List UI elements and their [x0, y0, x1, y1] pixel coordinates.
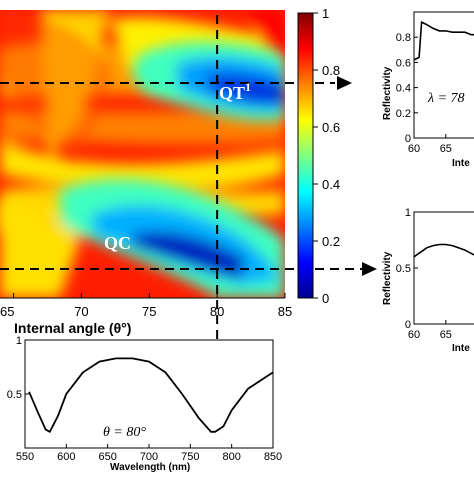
- colorbar-tick-label: 0.4: [322, 177, 340, 192]
- y-tick-label: 0: [405, 319, 411, 331]
- x-tick-label: 65: [440, 143, 452, 155]
- bottom-series-line: [28, 357, 274, 434]
- heatmap-x-tick-label: 80: [210, 304, 224, 319]
- colorbar-fill: [297, 12, 314, 299]
- y-tick-label: 0.5: [396, 263, 411, 275]
- y-tick-label: 1: [405, 207, 411, 219]
- heatmap-x-tick-label: 65: [0, 304, 14, 319]
- heatmap-x-tick-label: 70: [74, 304, 88, 319]
- guide-arrow-lower: [362, 262, 377, 276]
- bottom-xlabel: Wavelength (nm): [110, 462, 190, 473]
- annotation-qt1: QT1: [219, 80, 251, 103]
- x-tick-label: 60: [408, 329, 420, 341]
- right-top-series-line: [413, 20, 474, 61]
- right-top-ylabel: Reflectivity: [382, 66, 393, 120]
- heatmap-panel: 65 70 75 80 85 Internal angle (θ°) QT1 QC: [0, 10, 377, 372]
- colorbar-tick-label: 0.2: [322, 234, 340, 249]
- heatmap-x-axis: 65 70 75 80 85 Internal angle (θ°): [0, 293, 292, 336]
- y-tick-label: 0: [405, 133, 411, 145]
- right-bottom-plot: 60 65 0 0.5 1 Reflectivity Inte: [382, 207, 474, 354]
- right-bottom-xlabel: Inte: [452, 343, 470, 354]
- guide-arrow-upper: [337, 76, 352, 90]
- y-tick-label: 0.4: [396, 83, 411, 95]
- y-tick-label: 0.8: [396, 32, 411, 44]
- x-tick-label: 850: [264, 451, 282, 463]
- x-tick-label: 60: [408, 143, 420, 155]
- bottom-annotation: θ = 80°: [103, 425, 146, 440]
- right-top-xlabel: Inte: [452, 158, 470, 169]
- right-top-plot: 60 65 0 0.2 0.4 0.6 0.8 Reflectivity Inte λ = …: [382, 11, 474, 169]
- x-tick-label: 800: [222, 451, 240, 463]
- right-top-annotation: λ = 78: [427, 91, 465, 106]
- x-tick-label: 65: [440, 329, 452, 341]
- x-tick-label: 600: [57, 451, 75, 463]
- annotation-qc: QC: [104, 233, 131, 253]
- colorbar-tick-label: 1: [322, 6, 329, 21]
- colorbar: 0 0.2 0.4 0.6 0.8 1: [297, 6, 340, 306]
- x-tick-label: 700: [140, 451, 158, 463]
- right-bottom-series-line: [413, 243, 474, 258]
- y-tick-label: 0.2: [396, 108, 411, 120]
- colorbar-tick-label: 0.6: [322, 120, 340, 135]
- colorbar-tick-label: 0: [322, 291, 329, 306]
- right-bottom-ylabel: Reflectivity: [382, 251, 393, 305]
- y-tick-label: 1: [16, 335, 22, 347]
- heatmap-x-axis-label: Internal angle (θ°): [14, 320, 131, 336]
- y-tick-label: 0.5: [7, 389, 22, 401]
- heatmap-field: [0, 10, 285, 298]
- y-tick-label: 0.6: [396, 57, 411, 69]
- colorbar-tick-label: 0.8: [322, 63, 340, 78]
- x-tick-label: 550: [16, 451, 34, 463]
- heatmap-x-tick-label: 85: [278, 304, 292, 319]
- bottom-plot: 550 600 650 700 750 800 850 0.5 1 Wavelength (nm…: [7, 335, 282, 473]
- x-tick-label: 750: [181, 451, 199, 463]
- x-tick-label: 650: [98, 451, 116, 463]
- heatmap-x-tick-label: 75: [142, 304, 156, 319]
